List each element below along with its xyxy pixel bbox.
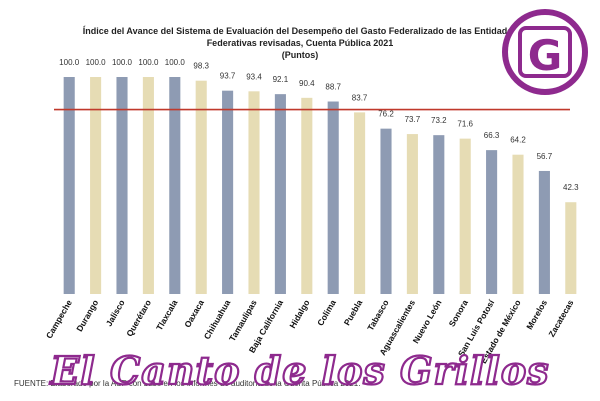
- value-label-18: 56.7: [537, 152, 553, 161]
- category-label-2: Jalisco: [104, 298, 127, 328]
- chart-title-line-1: Índice del Avance del Sistema de Evaluac…: [83, 26, 517, 36]
- chart-title: Índice del Avance del Sistema de Evaluac…: [83, 26, 517, 60]
- category-label-10: Colima: [315, 298, 338, 328]
- bar-11: [354, 112, 366, 295]
- watermark-logo-ring-icon: [502, 9, 588, 95]
- category-label-9: Hidalgo: [287, 298, 311, 330]
- bar-2: [116, 77, 128, 294]
- value-label-2: 100.0: [112, 58, 133, 67]
- source-note: FUENTE: Elaborado por la ASF con base en…: [14, 379, 360, 388]
- value-label-14: 73.2: [431, 116, 447, 125]
- bar-3: [142, 77, 154, 294]
- category-label-5: Oaxaca: [182, 298, 206, 329]
- value-label-16: 66.3: [484, 131, 500, 140]
- category-label-0: Campeche: [44, 298, 74, 340]
- value-label-4: 100.0: [165, 58, 186, 67]
- bar-14: [433, 135, 445, 294]
- chart-title-line-2: Federativas revisadas, Cuenta Pública 20…: [207, 38, 394, 48]
- value-label-5: 98.3: [193, 62, 209, 71]
- bar-10: [327, 101, 339, 295]
- bar-4: [169, 77, 181, 294]
- category-label-11: Puebla: [342, 298, 365, 327]
- bars: [63, 77, 577, 295]
- category-label-4: Tlaxcala: [154, 298, 180, 332]
- watermark-logo: G: [502, 9, 588, 95]
- category-label-18: Morelos: [524, 298, 549, 331]
- value-label-19: 42.3: [563, 183, 579, 192]
- bar-19: [565, 202, 577, 294]
- value-label-13: 73.7: [405, 115, 421, 124]
- watermark-logo-frame-icon: [518, 26, 572, 78]
- bar-1: [90, 77, 102, 294]
- bar-13: [406, 134, 418, 294]
- value-label-11: 83.7: [352, 93, 368, 102]
- value-label-17: 64.2: [510, 136, 526, 145]
- bar-18: [538, 170, 550, 294]
- value-label-12: 76.2: [378, 110, 394, 119]
- chart-title-line-3: (Puntos): [282, 50, 319, 60]
- value-label-8: 92.1: [273, 75, 289, 84]
- watermark-logo-letter: G: [528, 31, 562, 80]
- watermark-text: El Canto de los Grillos: [49, 348, 549, 393]
- bar-7: [248, 91, 260, 294]
- category-label-15: Sonora: [447, 298, 470, 329]
- bar-6: [222, 90, 234, 294]
- bar-17: [512, 154, 524, 294]
- value-label-9: 90.4: [299, 79, 315, 88]
- value-label-15: 71.6: [457, 120, 473, 129]
- bar-8: [274, 94, 286, 294]
- category-label-1: Durango: [74, 298, 100, 333]
- value-labels: 100.0 100.0 100.0 100.0 100.0 98.3 93.7 93.4 92.…: [59, 58, 579, 192]
- category-label-19: Zacatecas: [546, 298, 575, 339]
- bar-16: [486, 150, 498, 294]
- bar-0: [63, 77, 75, 294]
- bar-5: [195, 80, 207, 294]
- value-label-6: 93.7: [220, 72, 236, 81]
- value-label-3: 100.0: [138, 58, 159, 67]
- bar-12: [380, 128, 392, 294]
- category-label-12: Tabasco: [365, 298, 391, 332]
- bar-15: [459, 138, 471, 294]
- value-label-1: 100.0: [86, 58, 107, 67]
- value-label-7: 93.4: [246, 72, 262, 81]
- bar-9: [301, 97, 313, 294]
- value-label-10: 88.7: [325, 83, 341, 92]
- value-label-0: 100.0: [59, 58, 80, 67]
- category-label-3: Querétaro: [124, 298, 153, 338]
